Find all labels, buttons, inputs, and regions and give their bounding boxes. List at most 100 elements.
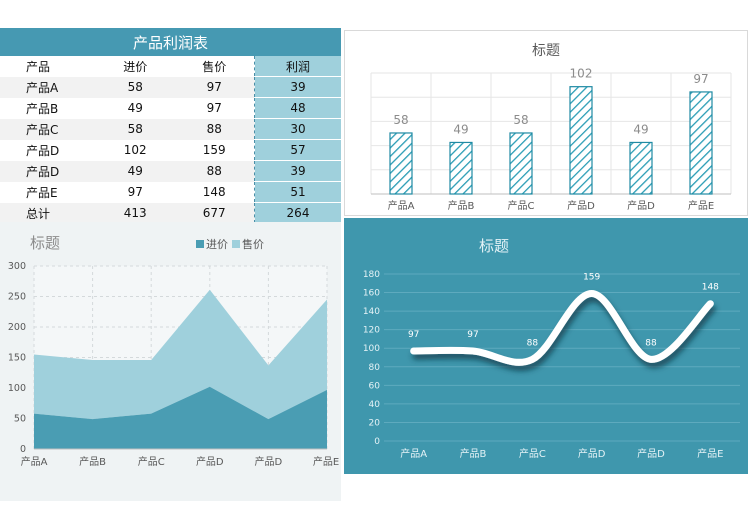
line-chart-panel: 标题 97 97 88 159 88 148 0 20 40 60 80 100 120 140 160 1… xyxy=(344,218,748,474)
bar xyxy=(509,132,533,195)
bar-tick-label: 产品E xyxy=(688,199,714,212)
table-row: 产品A 58 97 39 xyxy=(0,76,341,98)
table-row: 产品B 49 97 48 xyxy=(0,97,341,119)
line-x-tick-label: 产品C xyxy=(519,447,546,460)
line-x-tick-label: 产品A xyxy=(400,447,427,460)
cell-cost: 58 xyxy=(96,118,175,140)
bar xyxy=(449,141,473,195)
cell-total-profit: 264 xyxy=(254,202,341,224)
cell-cost: 58 xyxy=(96,76,175,98)
bar-tick-label: 产品D xyxy=(567,199,595,212)
line-x-tick-label: 产品E xyxy=(697,447,723,460)
cell-product: 产品C xyxy=(0,118,96,140)
area-legend: 进价 售价 xyxy=(196,237,264,251)
line-y-tick-label: 140 xyxy=(363,307,380,317)
legend-label-price: 售价 xyxy=(242,237,264,251)
line-y-tick-label: 40 xyxy=(369,400,381,410)
area-chart: 标题 进价 售价 0 50 100 150 200 250 300 产品A 产品B 产品C 产品D 产… xyxy=(8,234,339,468)
header-product: 产品 xyxy=(0,56,96,77)
line-y-tick-label: 180 xyxy=(363,270,380,280)
bar-tick-label: 产品B xyxy=(448,199,475,212)
header-cost: 进价 xyxy=(96,56,175,77)
area-x-tick-label: 产品C xyxy=(138,455,165,468)
cell-price: 97 xyxy=(174,97,255,119)
cell-cost: 102 xyxy=(96,139,175,161)
profit-table: 产品 进价 售价 利润 产品A 58 97 39 产品B 49 97 48 产品… xyxy=(0,56,341,224)
header-profit: 利润 xyxy=(254,56,341,77)
legend-label-cost: 进价 xyxy=(206,238,228,251)
bar-data-label: 97 xyxy=(693,72,708,86)
table-row: 产品E 97 148 51 xyxy=(0,181,341,203)
area-x-tick-label: 产品A xyxy=(21,455,48,468)
line-data-label: 159 xyxy=(583,272,600,282)
bar-data-label: 49 xyxy=(453,122,468,136)
line-chart: 标题 97 97 88 159 88 148 0 20 40 60 80 100 120 140 160 1… xyxy=(363,237,740,460)
line-data-label: 88 xyxy=(645,338,657,348)
line-y-tick-label: 80 xyxy=(369,363,381,373)
line-data-label: 97 xyxy=(467,330,478,340)
area-y-tick-label: 100 xyxy=(8,383,26,394)
line-y-tick-label: 100 xyxy=(363,344,380,354)
bar-tick-label: 产品A xyxy=(388,199,415,212)
cell-profit: 48 xyxy=(254,97,341,119)
line-data-label: 148 xyxy=(702,283,719,293)
cell-product: 产品D xyxy=(0,160,96,182)
bar xyxy=(389,132,413,195)
table-header-row: 产品 进价 售价 利润 xyxy=(0,56,341,77)
table-row: 产品D 102 159 57 xyxy=(0,139,341,161)
line-chart-title: 标题 xyxy=(479,237,509,255)
cell-total-label: 总计 xyxy=(0,202,96,224)
legend-swatch-cost xyxy=(196,240,204,248)
area-y-tick-label: 250 xyxy=(8,292,26,303)
line-y-tick-label: 160 xyxy=(363,289,380,299)
cell-price: 88 xyxy=(174,160,255,182)
legend-swatch-price xyxy=(232,240,240,248)
area-y-tick-label: 0 xyxy=(20,444,26,455)
profit-table-panel: 产品利润表 产品 进价 售价 利润 产品A 58 97 39 产品B 49 97… xyxy=(0,28,341,224)
area-x-tick-label: 产品B xyxy=(79,455,106,468)
cell-profit: 39 xyxy=(254,160,341,182)
area-series-cost xyxy=(34,386,327,449)
cell-cost: 97 xyxy=(96,181,175,203)
bar-data-label: 49 xyxy=(633,122,648,136)
cell-profit: 57 xyxy=(254,139,341,161)
table-row: 产品D 49 88 39 xyxy=(0,160,341,182)
line-y-tick-label: 60 xyxy=(369,381,381,391)
cell-cost: 49 xyxy=(96,160,175,182)
area-y-tick-label: 300 xyxy=(8,261,26,272)
line-series xyxy=(410,289,714,366)
bar-tick-label: 产品C xyxy=(508,199,535,212)
cell-product: 产品E xyxy=(0,181,96,203)
table-title: 产品利润表 xyxy=(0,28,341,56)
cell-product: 产品B xyxy=(0,97,96,119)
area-series-price xyxy=(34,289,327,420)
bar-chart: 标题 58 产品A 49 产品B 58 产品C 102 产品D 49 产品D 97 产品E xyxy=(370,43,732,212)
table-row: 产品C 58 88 30 xyxy=(0,118,341,140)
area-x-tick-label: 产品E xyxy=(313,455,339,468)
area-y-tick-label: 50 xyxy=(14,414,26,425)
area-y-tick-label: 200 xyxy=(8,322,26,333)
bar-tick-label: 产品D xyxy=(627,199,655,212)
cell-profit: 51 xyxy=(254,181,341,203)
area-y-tick-label: 150 xyxy=(8,353,26,364)
table-total-row: 总计 413 677 264 xyxy=(0,202,341,224)
bar xyxy=(629,141,653,195)
line-x-tick-label: 产品B xyxy=(460,447,487,460)
bar-data-label: 58 xyxy=(393,113,408,127)
line-x-tick-label: 产品D xyxy=(578,447,606,460)
area-chart-title: 标题 xyxy=(30,234,60,252)
bar-chart-title: 标题 xyxy=(532,43,560,59)
line-data-label: 88 xyxy=(527,338,539,348)
cell-price: 148 xyxy=(174,181,255,203)
bar-data-label: 102 xyxy=(570,67,593,81)
line-y-tick-label: 20 xyxy=(369,418,381,428)
cell-total-price: 677 xyxy=(174,202,255,224)
cell-cost: 49 xyxy=(96,97,175,119)
cell-product: 产品D xyxy=(0,139,96,161)
cell-profit: 39 xyxy=(254,76,341,98)
cell-profit: 30 xyxy=(254,118,341,140)
area-x-tick-label: 产品D xyxy=(196,455,224,468)
cell-price: 88 xyxy=(174,118,255,140)
line-x-tick-label: 产品D xyxy=(637,447,665,460)
header-price: 售价 xyxy=(174,56,255,77)
